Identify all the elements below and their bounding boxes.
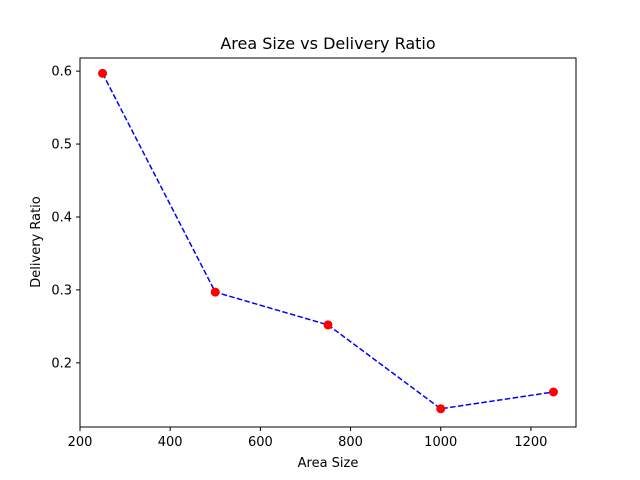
x-axis-ticks: 200 400 600 800 1000 1200 [68, 427, 547, 450]
y-tick-label: 0.2 [51, 356, 72, 371]
x-tick-label: 1000 [424, 435, 457, 450]
y-tick-label: 0.4 [51, 210, 72, 225]
plot-area [80, 58, 576, 427]
x-tick-label: 400 [158, 435, 183, 450]
x-tick-label: 200 [68, 435, 93, 450]
y-tick-label: 0.3 [51, 283, 72, 298]
series-points-group [98, 68, 558, 414]
x-tick-label: 1200 [514, 435, 547, 450]
data-point [210, 287, 220, 297]
y-axis-label: Delivery Ratio [29, 196, 44, 288]
chart-title: Area Size vs Delivery Ratio [220, 34, 435, 53]
plot-frame [79, 57, 577, 428]
data-point [436, 404, 446, 414]
y-tick-label: 0.6 [51, 65, 72, 80]
data-point [98, 68, 108, 78]
x-axis-label: Area Size [298, 456, 359, 471]
y-axis-ticks: 0.2 0.3 0.4 0.5 0.6 [51, 65, 80, 371]
data-point [323, 320, 333, 330]
y-tick-label: 0.5 [51, 138, 72, 153]
data-point [548, 387, 558, 397]
x-tick-label: 600 [248, 435, 273, 450]
x-tick-label: 800 [338, 435, 363, 450]
